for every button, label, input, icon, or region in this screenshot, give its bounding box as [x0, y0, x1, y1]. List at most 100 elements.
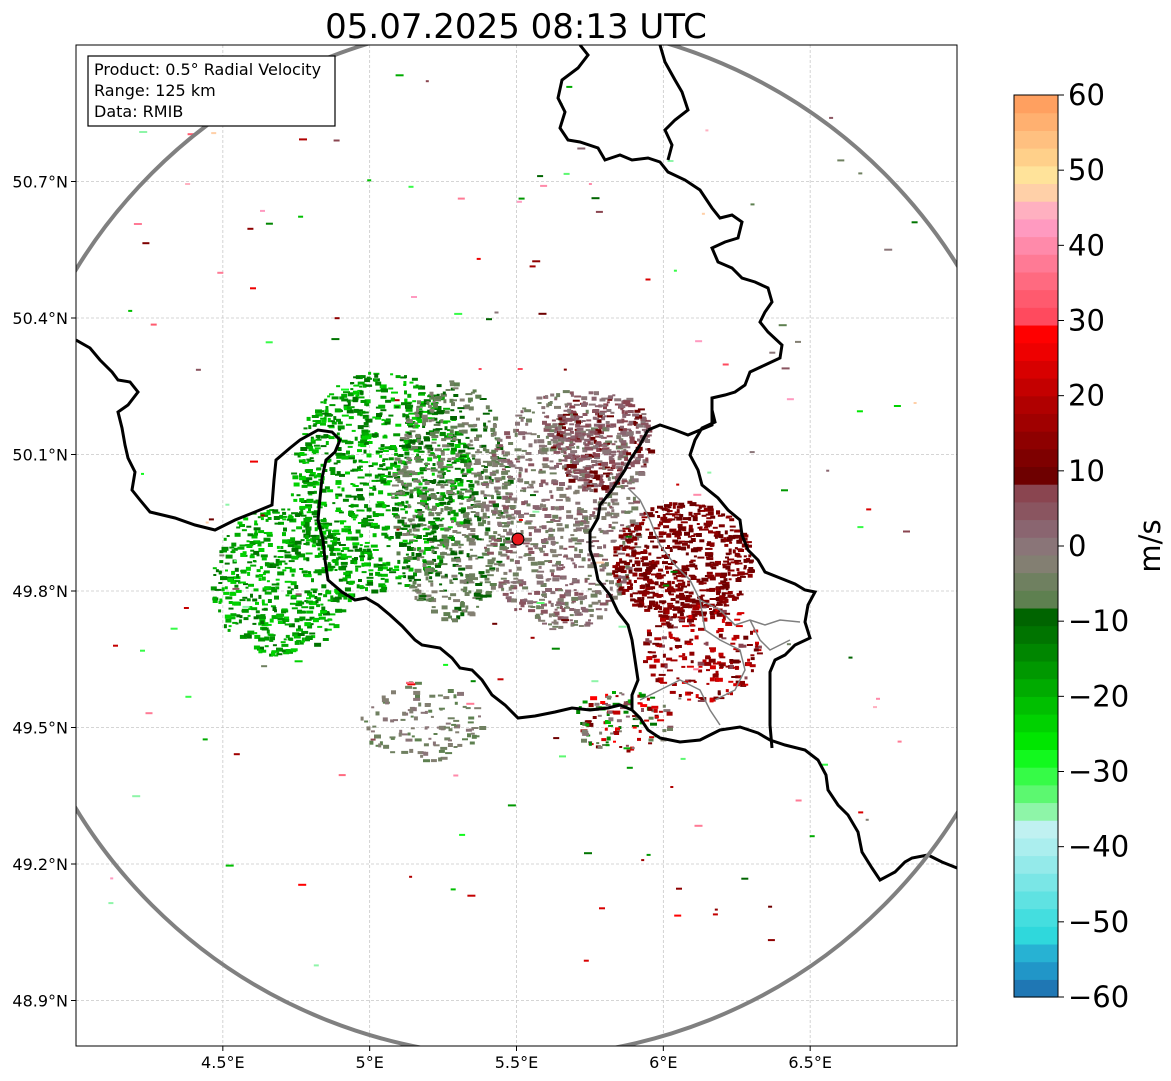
echo-pixel [570, 537, 578, 542]
echo-pixel [456, 615, 461, 620]
echo-pixel [439, 538, 446, 543]
echo-pixel [449, 485, 457, 488]
echo-pixel [223, 537, 227, 541]
echo-pixel [702, 504, 705, 508]
echo-pixel [518, 608, 522, 611]
echo-pixel [629, 436, 635, 441]
echo-pixel [687, 691, 694, 694]
echo-pixel [386, 561, 391, 566]
echo-pixel [750, 654, 755, 657]
echo-pixel [733, 648, 739, 651]
echo-pixel [415, 414, 420, 417]
echo-pixel [524, 553, 532, 557]
echo-pixel [402, 485, 409, 489]
echo-pixel [539, 525, 544, 528]
echo-pixel [644, 419, 651, 422]
echo-pixel [347, 531, 352, 535]
echo-pixel [282, 511, 287, 515]
echo-pixel [503, 529, 507, 532]
echo-pixel [698, 580, 704, 585]
echo-pixel [557, 527, 565, 532]
echo-pixel [580, 454, 588, 458]
echo-pixel [664, 519, 671, 523]
echo-pixel [698, 665, 703, 668]
echo-pixel [460, 601, 464, 605]
echo-pixel [548, 623, 552, 626]
echo-pixel [459, 415, 465, 419]
echo-pixel [417, 446, 422, 450]
echo-pixel [302, 529, 306, 533]
echo-pixel [664, 664, 668, 669]
echo-pixel [492, 473, 497, 476]
echo-speck [822, 763, 828, 766]
echo-pixel [657, 719, 665, 722]
echo-pixel [624, 510, 631, 514]
echo-pixel [607, 710, 613, 714]
echo-pixel [450, 447, 457, 452]
echo-pixel [568, 453, 576, 458]
echo-pixel [595, 442, 602, 446]
echo-speck [532, 260, 541, 263]
echo-pixel [467, 721, 474, 724]
echo-pixel [401, 566, 406, 570]
echo-pixel [285, 594, 290, 597]
echo-pixel [697, 508, 701, 513]
echo-pixel [697, 604, 702, 609]
echo-pixel [613, 512, 620, 517]
echo-pixel [498, 458, 505, 462]
echo-pixel [738, 537, 745, 541]
echo-pixel [469, 488, 474, 491]
echo-pixel [610, 411, 615, 414]
echo-pixel [351, 516, 358, 519]
echo-pixel [471, 472, 479, 475]
echo-pixel [454, 467, 461, 470]
echo-pixel [261, 622, 269, 627]
echo-pixel [501, 450, 505, 455]
info-range: Range: 125 km [94, 81, 216, 100]
echo-pixel [284, 562, 288, 565]
echo-pixel [236, 574, 240, 578]
echo-pixel [427, 409, 432, 413]
echo-pixel [500, 553, 508, 557]
echo-pixel [573, 491, 578, 495]
echo-pixel [573, 469, 581, 472]
echo-pixel [534, 614, 540, 619]
echo-pixel [628, 420, 636, 425]
echo-pixel [584, 518, 588, 522]
echo-pixel [614, 731, 620, 735]
echo-pixel [619, 575, 627, 579]
echo-speck [341, 388, 349, 391]
echo-pixel [223, 548, 227, 553]
echo-pixel [465, 489, 472, 493]
echo-pixel [334, 561, 339, 566]
echo-pixel [411, 552, 415, 557]
echo-pixel [303, 543, 307, 545]
echo-pixel [466, 537, 471, 542]
echo-pixel [471, 535, 479, 540]
colorbar [1013, 94, 1059, 998]
echo-speck [294, 660, 303, 663]
echo-pixel [541, 498, 546, 502]
echo-pixel [490, 585, 496, 590]
echo-pixel [459, 398, 465, 402]
echo-speck [298, 215, 304, 218]
echo-pixel [328, 531, 331, 536]
echo-pixel [271, 583, 279, 586]
echo-pixel [429, 495, 437, 500]
echo-pixel [407, 545, 411, 550]
echo-pixel [280, 546, 284, 549]
echo-pixel [439, 708, 443, 711]
echo-pixel [399, 437, 406, 440]
echo-pixel [746, 559, 754, 563]
echo-pixel [565, 446, 572, 451]
echo-pixel [747, 658, 751, 662]
info-data-source: Data: RMIB [94, 102, 183, 121]
echo-pixel [333, 541, 337, 546]
echo-pixel [444, 737, 451, 741]
echo-pixel [531, 411, 535, 414]
echo-pixel [408, 425, 414, 428]
echo-pixel [467, 733, 471, 738]
echo-pixel [590, 436, 596, 440]
echo-speck [913, 402, 917, 404]
echo-pixel [622, 579, 627, 584]
